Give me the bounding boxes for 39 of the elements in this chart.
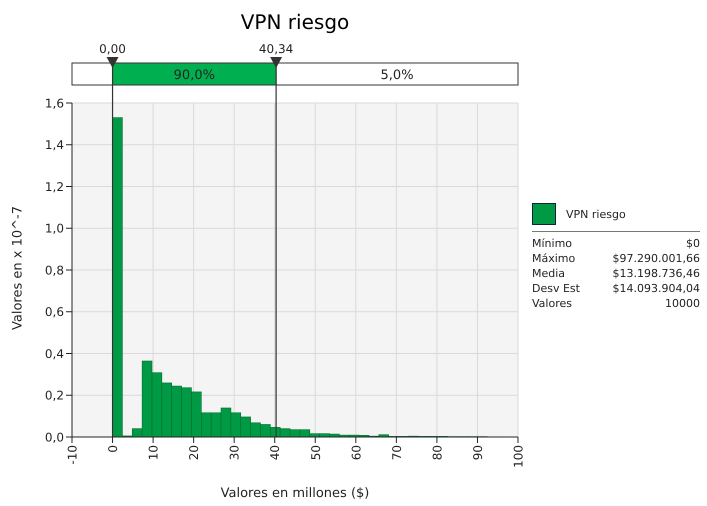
x-axis-title: Valores en millones ($) xyxy=(220,486,370,501)
y-tick-label: 0,6 xyxy=(44,305,64,320)
x-tick-label: 80 xyxy=(430,445,444,460)
x-tick-label: 40 xyxy=(268,445,282,460)
text: $0 xyxy=(686,236,700,251)
y-tick-label: 1,6 xyxy=(44,96,64,110)
x-tick-label: 0 xyxy=(106,445,120,453)
x-tick-label: 100 xyxy=(512,445,526,468)
text: $14.093.904,04 xyxy=(612,281,700,296)
text: 90,0% xyxy=(174,68,215,83)
y-tick-label: 1,4 xyxy=(44,138,64,152)
x-tick-label: 90 xyxy=(470,445,485,460)
y-tick-label: 0,0 xyxy=(44,430,64,444)
x-tick-label: 60 xyxy=(349,445,364,460)
y-axis-title: Valores en x 10^-7 xyxy=(10,206,26,330)
text: $13.198.736,46 xyxy=(612,266,700,281)
y-tick-label: 0,8 xyxy=(44,263,64,278)
x-tick-label: 20 xyxy=(187,445,202,460)
y-tick-label: 0,2 xyxy=(44,388,64,403)
x-tick-label: 30 xyxy=(228,445,242,460)
x-tick-label: 70 xyxy=(390,445,404,460)
text: Mínimo xyxy=(532,236,572,251)
text: Desv Est xyxy=(532,281,580,296)
y-tick-label: 1,0 xyxy=(44,222,64,236)
text: 5,0% xyxy=(380,68,414,83)
x-tick-label: 10 xyxy=(146,445,161,460)
text: $97.290.001,66 xyxy=(612,251,700,266)
text: Valores xyxy=(532,296,572,311)
y-tick-label: 1,2 xyxy=(44,180,64,194)
chart-title: VPN riesgo xyxy=(240,10,350,34)
ref-line-label: 0,00 xyxy=(99,42,126,56)
text: 10000 xyxy=(665,296,700,311)
text: Media xyxy=(532,266,566,281)
y-tick-label: 0,4 xyxy=(44,346,64,361)
x-tick-label: -10 xyxy=(66,445,80,465)
ref-line-label: 40,34 xyxy=(258,42,294,56)
text: Máximo xyxy=(532,251,576,266)
x-tick-label: 50 xyxy=(308,445,323,460)
legend-label: VPN riesgo xyxy=(566,208,626,220)
